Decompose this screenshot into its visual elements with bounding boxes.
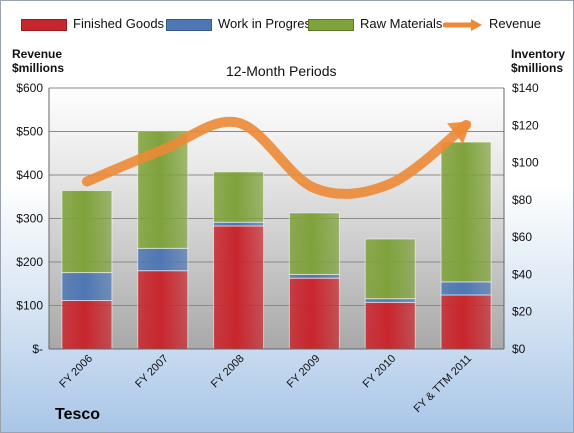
category-label: FY 2009 xyxy=(285,353,323,391)
bar-raw-materials xyxy=(213,171,265,223)
bar-work-in-progress xyxy=(61,272,113,302)
legend-swatch-raw-materials xyxy=(308,18,354,31)
legend-swatch-finished-goods xyxy=(21,18,67,31)
bar-work-in-progress xyxy=(137,247,189,272)
left-axis-tick-label: $- xyxy=(32,342,43,356)
left-axis-tick-label: $500 xyxy=(16,125,43,139)
bar-finished-goods xyxy=(364,301,416,350)
bar-work-in-progress xyxy=(440,281,492,296)
left-axis-tick-label: $400 xyxy=(16,168,43,182)
right-axis-title-line1: Inventory xyxy=(511,47,566,61)
bar-raw-materials xyxy=(364,238,416,300)
right-axis-tick-label: $60 xyxy=(512,230,532,244)
legend-item-raw-materials: Raw Materials xyxy=(308,16,442,31)
bar-finished-goods xyxy=(213,225,265,350)
category-label: FY 2008 xyxy=(209,353,247,391)
right-axis-title: Inventory $millions xyxy=(511,47,565,75)
right-axis-tick-label: $120 xyxy=(512,118,539,132)
legend-label-raw-materials: Raw Materials xyxy=(360,16,443,31)
right-axis-tick-label: $20 xyxy=(512,305,532,319)
legend-label-finished-goods: Finished Goods xyxy=(73,16,165,31)
bar-raw-materials xyxy=(61,190,113,274)
bar-work-in-progress xyxy=(213,221,265,227)
revenue-line xyxy=(81,116,472,199)
right-axis-tick-label: $100 xyxy=(512,156,539,170)
legend-arrow-icon xyxy=(443,18,482,31)
legend-item-work-in-progress: Work in Progress xyxy=(166,16,317,31)
left-axis-tick-label: $600 xyxy=(16,81,43,95)
chart-subtitle: 12-Month Periods xyxy=(226,63,337,79)
bar-raw-materials xyxy=(440,141,492,283)
bar-raw-materials xyxy=(288,212,340,275)
legend-item-finished-goods: Finished Goods xyxy=(21,16,164,31)
legend-label-work-in-progress: Work in Progress xyxy=(218,16,318,31)
left-axis-tick-label: $300 xyxy=(16,212,43,226)
category-label: FY & TTM 2011 xyxy=(412,353,475,416)
bar-finished-goods xyxy=(61,300,113,350)
bar-work-in-progress xyxy=(288,273,340,279)
revenue-arrow-head xyxy=(447,121,471,144)
legend-swatch-work-in-progress xyxy=(166,18,212,31)
category-label: FY 2007 xyxy=(133,353,171,391)
bar-finished-goods xyxy=(288,277,340,350)
left-axis-title-line1: Revenue xyxy=(12,47,63,61)
category-label: FY 2010 xyxy=(361,353,399,391)
right-axis-tick-label: $0 xyxy=(512,342,526,356)
left-axis-tick-label: $100 xyxy=(16,299,43,313)
right-axis-title-line2: $millions xyxy=(511,61,564,75)
legend-label-revenue: Revenue xyxy=(489,16,542,31)
right-axis-tick-label: $40 xyxy=(512,267,532,281)
category-label: FY 2006 xyxy=(57,353,95,391)
left-axis-title-line2: $millions xyxy=(12,61,65,75)
company-name: Tesco xyxy=(55,406,101,423)
right-axis-tick-label: $140 xyxy=(512,81,539,95)
right-axis-tick-label: $80 xyxy=(512,193,532,207)
left-axis-title: Revenue $millions xyxy=(12,47,64,75)
bar-finished-goods xyxy=(440,294,492,350)
bar-work-in-progress xyxy=(364,298,416,303)
legend-item-revenue: Revenue xyxy=(443,16,541,32)
left-axis-tick-label: $200 xyxy=(16,255,43,269)
bar-finished-goods xyxy=(137,270,189,350)
